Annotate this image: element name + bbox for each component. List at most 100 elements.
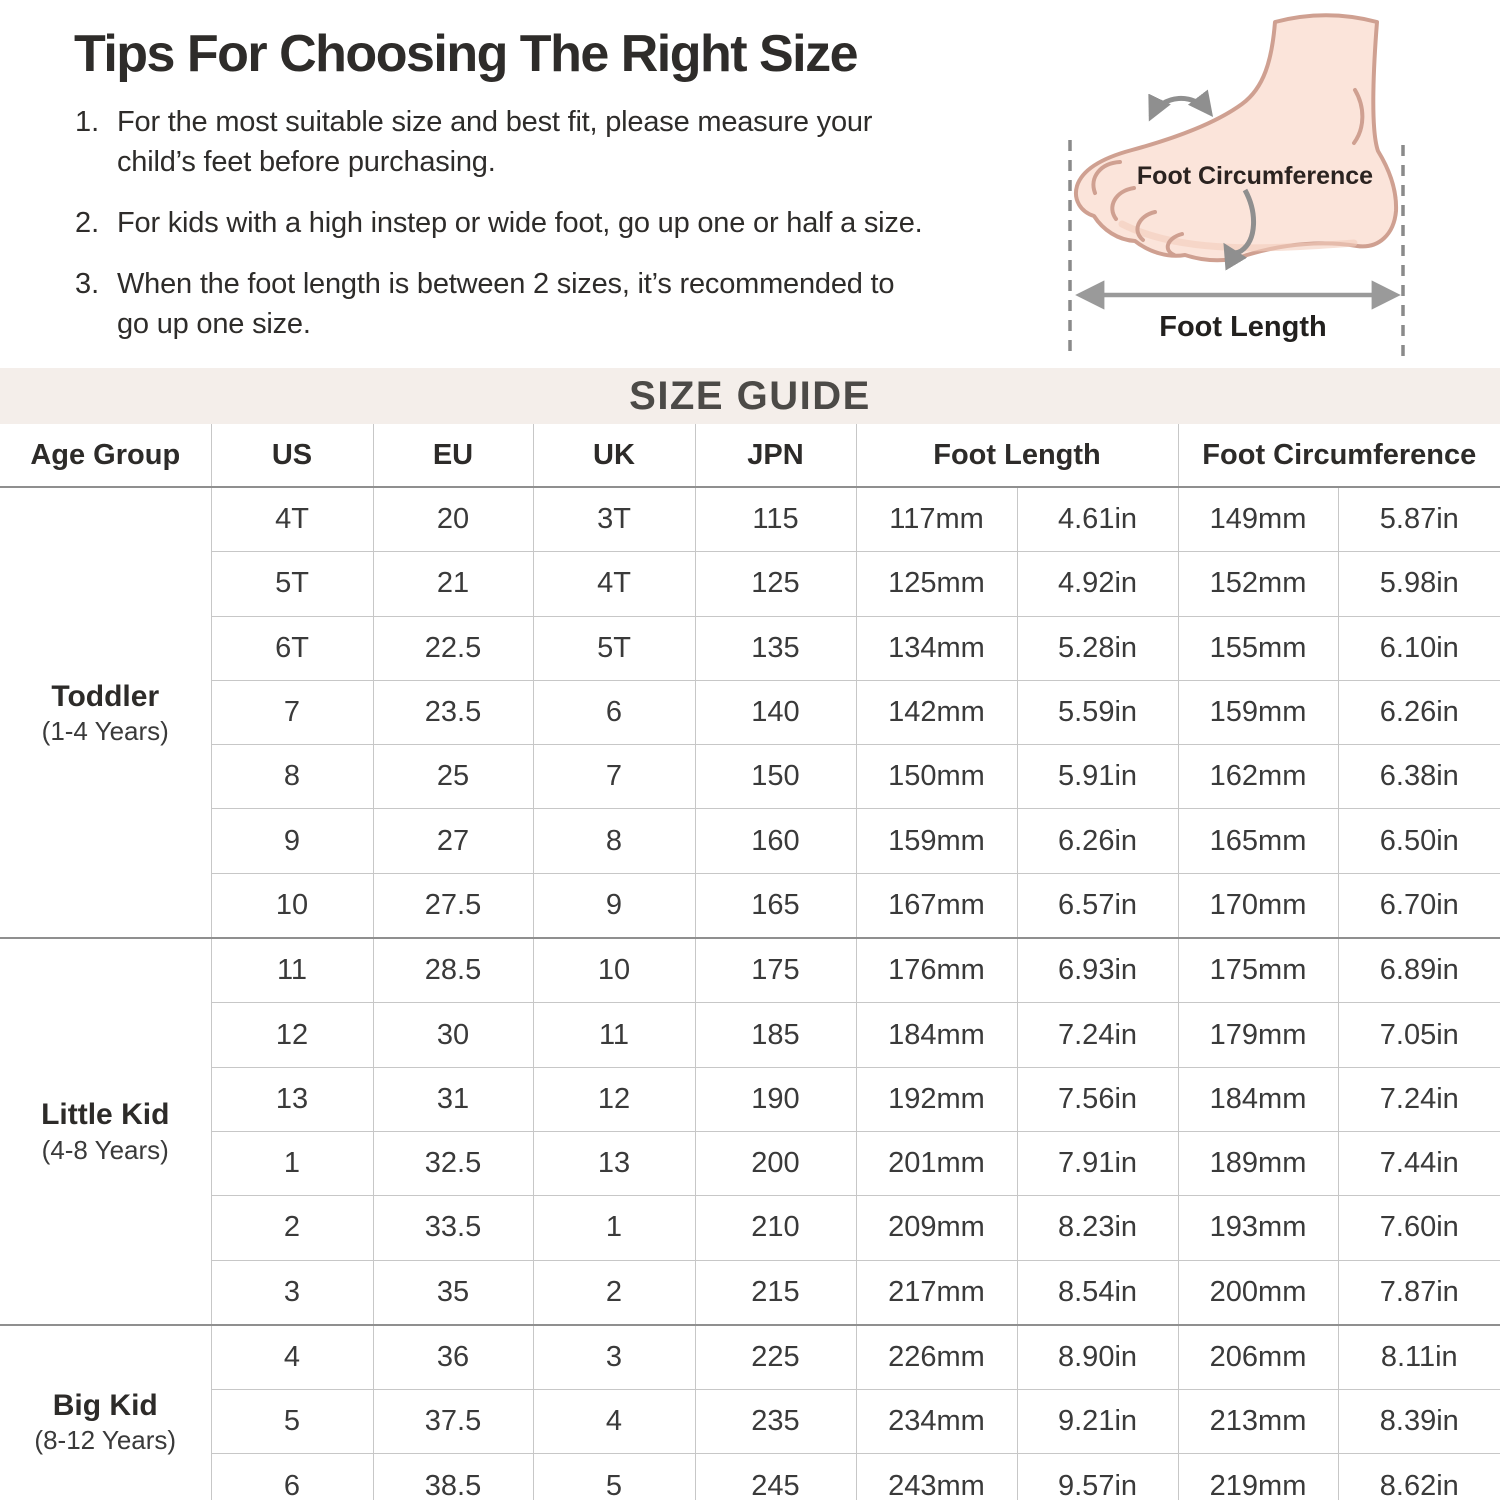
table-cell: 175	[694, 937, 857, 1004]
table-row: 8 25 7 150 150mm 5.91in 162mm 6.38in	[0, 744, 1500, 810]
table-cell: 6.93in	[1016, 937, 1179, 1004]
table-row: 10 27.5 9 165 167mm 6.57in 170mm 6.70in	[0, 872, 1500, 939]
table-cell: 225	[694, 1323, 857, 1391]
table-cell: 6.26in	[1337, 679, 1500, 746]
table-row: 13 31 12 190 192mm 7.56in 184mm 7.24in	[0, 1066, 1500, 1132]
header-foot-length: Foot Length	[855, 423, 1179, 488]
table-cell: 142mm	[855, 679, 1018, 746]
table-cell: 5T	[532, 615, 696, 681]
age-group-cell: Big Kid (8-12 Years)	[0, 1323, 212, 1500]
table-cell: 209mm	[855, 1195, 1018, 1261]
age-group-cell: Little Kid (4-8 Years)	[0, 937, 212, 1326]
table-cell: 190	[694, 1066, 857, 1132]
table-cell: 200	[694, 1130, 857, 1197]
table-cell: 10	[210, 872, 374, 939]
table-cell: 115	[694, 486, 857, 553]
table-cell: 176mm	[855, 937, 1018, 1004]
table-cell: 4.61in	[1016, 486, 1179, 553]
table-cell: 31	[372, 1066, 534, 1132]
table-cell: 149mm	[1177, 486, 1339, 553]
table-cell: 135	[694, 615, 857, 681]
table-cell: 37.5	[372, 1389, 534, 1455]
foot-illustration: Foot Circumference Foot Length	[1068, 13, 1405, 356]
age-group-years: (1-4 Years)	[41, 716, 169, 747]
table-cell: 6.26in	[1016, 808, 1179, 874]
table-cell: 7.91in	[1016, 1130, 1179, 1197]
table-cell: 23.5	[372, 679, 534, 746]
header-eu: EU	[372, 423, 534, 488]
tip-item-3: 3. When the foot length is between 2 siz…	[75, 264, 1075, 344]
table-cell: 11	[210, 937, 374, 1004]
table-cell: 8	[210, 744, 374, 810]
table-cell: 150	[694, 744, 857, 810]
toe-lines	[1091, 160, 1184, 257]
table-row: 1 32.5 13 200 201mm 7.91in 189mm 7.44in	[0, 1130, 1500, 1197]
table-cell: 213mm	[1177, 1389, 1339, 1455]
header-foot-circumference: Foot Circumference	[1177, 423, 1500, 488]
table-cell: 28.5	[372, 937, 534, 1004]
header-jpn: JPN	[694, 423, 857, 488]
table-cell: 21	[372, 551, 534, 617]
table-row: 2 33.5 1 210 209mm 8.23in 193mm 7.60in	[0, 1195, 1500, 1261]
table-cell: 33.5	[372, 1195, 534, 1261]
table-cell: 2	[210, 1195, 374, 1261]
table-cell: 155mm	[1177, 615, 1339, 681]
table-row: Big Kid (8-12 Years) 4 36 3 225 226mm 8.90in 206…	[0, 1323, 1500, 1500]
size-table-body: Toddler (1-4 Years) 4T 20 3T 115 117mm 4.61in 14…	[0, 485, 1500, 1500]
table-cell: 1	[210, 1130, 374, 1197]
table-cell: 7.44in	[1337, 1130, 1500, 1197]
table-cell: 8.54in	[1016, 1259, 1179, 1326]
table-cell: 175mm	[1177, 937, 1339, 1004]
header-us: US	[210, 423, 374, 488]
table-cell: 5.87in	[1337, 486, 1500, 553]
table-row: 7 23.5 6 140 142mm 5.59in 159mm 6.26in	[0, 679, 1500, 746]
size-guide-title: SIZE GUIDE	[629, 374, 871, 418]
table-cell: 150mm	[855, 744, 1018, 810]
table-cell: 6.89in	[1337, 937, 1500, 1004]
age-group-name: Toddler	[51, 679, 160, 713]
table-cell: 152mm	[1177, 551, 1339, 617]
table-row: 3 35 2 215 217mm 8.54in 200mm 7.87in	[0, 1259, 1500, 1326]
table-cell: 6.10in	[1337, 615, 1500, 681]
table-cell: 162mm	[1177, 744, 1339, 810]
table-cell: 7.05in	[1337, 1002, 1500, 1068]
table-row: 6T 22.5 5T 135 134mm 5.28in 155mm 6.10in	[0, 615, 1500, 681]
table-cell: 243mm	[855, 1453, 1018, 1500]
table-cell: 5.91in	[1016, 744, 1179, 810]
table-cell: 167mm	[855, 872, 1018, 939]
table-cell: 9	[532, 872, 696, 939]
table-cell: 35	[372, 1259, 534, 1326]
table-cell: 13	[210, 1066, 374, 1132]
table-cell: 12	[210, 1002, 374, 1068]
table-cell: 6T	[210, 615, 374, 681]
table-cell: 3	[532, 1323, 696, 1391]
age-group-name: Little Kid	[41, 1098, 170, 1132]
table-header-row: Age Group US EU UK JPN Foot Length Foot …	[0, 423, 1500, 488]
table-cell: 170mm	[1177, 872, 1339, 939]
header-uk: UK	[532, 423, 696, 488]
table-row: 5T 21 4T 125 125mm 4.92in 152mm 5.98in	[0, 551, 1500, 617]
table-cell: 189mm	[1177, 1130, 1339, 1197]
table-cell: 235	[694, 1389, 857, 1455]
table-cell: 8.90in	[1016, 1323, 1179, 1391]
table-cell: 7.60in	[1337, 1195, 1500, 1261]
table-cell: 7.24in	[1337, 1066, 1500, 1132]
table-cell: 185	[694, 1002, 857, 1068]
table-cell: 193mm	[1177, 1195, 1339, 1261]
table-cell: 25	[372, 744, 534, 810]
table-cell: 5T	[210, 551, 374, 617]
table-cell: 234mm	[855, 1389, 1018, 1455]
table-cell: 245	[694, 1453, 857, 1500]
foot-circumference-label: Foot Circumference	[1137, 162, 1373, 190]
table-cell: 226mm	[855, 1323, 1018, 1391]
table-cell: 6.70in	[1337, 872, 1500, 939]
age-group-cell: Toddler (1-4 Years)	[0, 485, 212, 939]
age-group-name: Big Kid	[52, 1388, 158, 1422]
table-cell: 6.57in	[1016, 872, 1179, 939]
table-cell: 27.5	[372, 872, 534, 939]
table-cell: 219mm	[1177, 1453, 1339, 1500]
tips-list: 1. For the most suitable size and best f…	[75, 102, 1075, 365]
table-row: 9 27 8 160 159mm 6.26in 165mm 6.50in	[0, 808, 1500, 874]
table-row: Toddler (1-4 Years) 4T 20 3T 115 117mm 4.61in 14…	[0, 485, 1500, 939]
